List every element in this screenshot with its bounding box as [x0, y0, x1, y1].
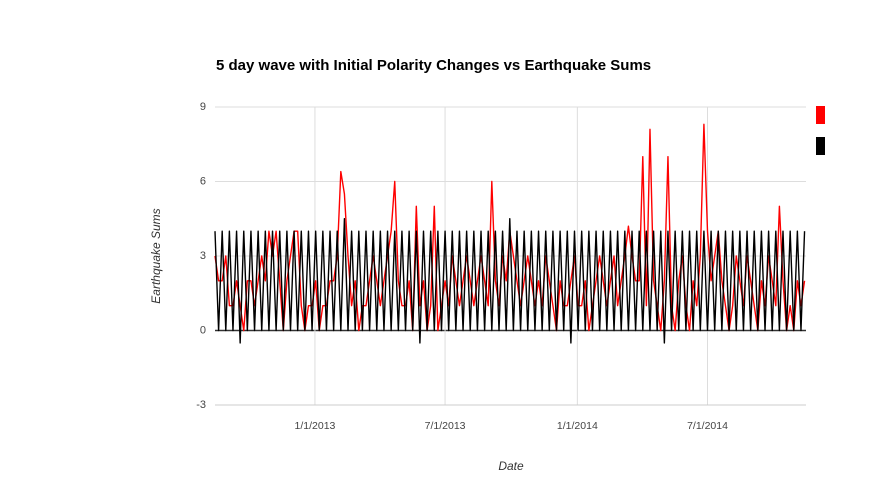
series-line [214, 218, 806, 344]
y-tick-label: -3 [196, 399, 206, 411]
x-tick-label: 7/1/2014 [687, 420, 728, 432]
x-tick-label: 1/1/2013 [295, 420, 336, 432]
y-tick-label: 0 [200, 324, 206, 336]
x-axis-title: Date [498, 459, 524, 473]
x-tick-label: 1/1/2014 [557, 420, 598, 432]
y-axis-title: Earthquake Sums [149, 208, 163, 303]
legend-swatch [816, 137, 825, 155]
y-tick-label: 6 [200, 175, 206, 187]
x-tick-label: 7/1/2013 [425, 420, 466, 432]
y-tick-label: 9 [200, 101, 206, 113]
y-tick-label: 3 [200, 250, 206, 262]
legend-swatch [816, 106, 825, 124]
chart-title: 5 day wave with Initial Polarity Changes… [216, 57, 651, 74]
